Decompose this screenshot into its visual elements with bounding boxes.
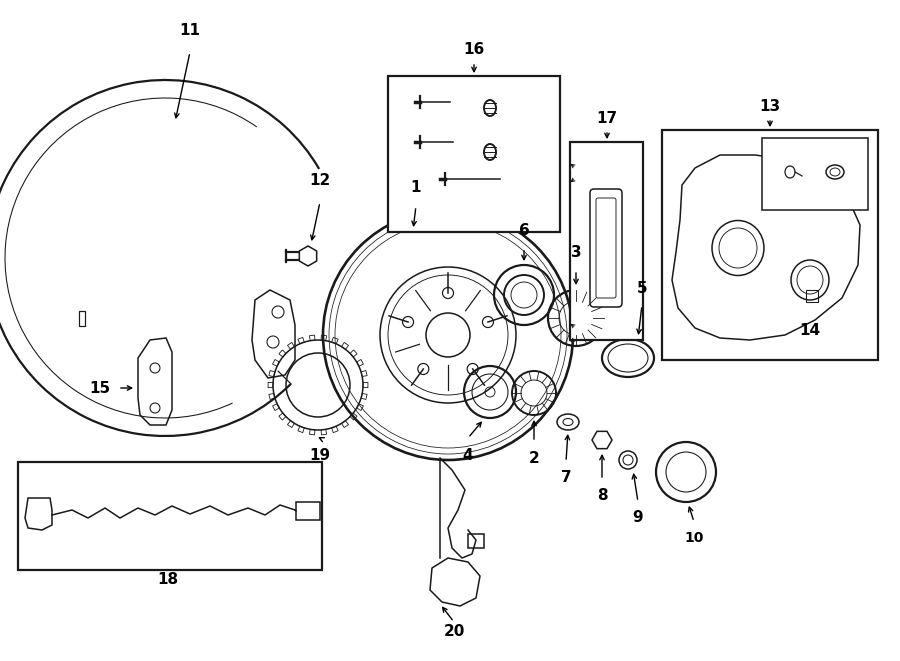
Text: 1: 1 xyxy=(410,180,421,196)
Text: 13: 13 xyxy=(760,98,780,114)
Text: 11: 11 xyxy=(179,22,201,38)
Text: 15: 15 xyxy=(89,381,111,395)
Text: 12: 12 xyxy=(310,173,330,188)
Text: 8: 8 xyxy=(597,488,608,504)
Bar xyxy=(388,76,560,232)
Text: 19: 19 xyxy=(310,447,330,463)
Text: 16: 16 xyxy=(464,42,484,58)
Bar xyxy=(662,130,878,360)
Text: 6: 6 xyxy=(518,223,529,237)
Bar xyxy=(468,534,484,548)
Text: 17: 17 xyxy=(597,110,617,126)
Bar xyxy=(762,138,868,210)
Text: 7: 7 xyxy=(561,471,572,485)
Text: 14: 14 xyxy=(799,323,821,338)
Bar xyxy=(296,502,320,520)
Text: 2: 2 xyxy=(528,451,539,465)
Text: 10: 10 xyxy=(684,531,704,545)
Text: 20: 20 xyxy=(444,625,464,639)
Text: 18: 18 xyxy=(158,572,178,588)
Text: 9: 9 xyxy=(633,510,643,525)
Text: 5: 5 xyxy=(636,280,647,295)
Bar xyxy=(79,311,85,325)
Bar xyxy=(18,462,322,570)
Bar xyxy=(806,290,818,302)
Text: 4: 4 xyxy=(463,447,473,463)
Bar xyxy=(570,142,643,340)
Text: 3: 3 xyxy=(571,245,581,260)
